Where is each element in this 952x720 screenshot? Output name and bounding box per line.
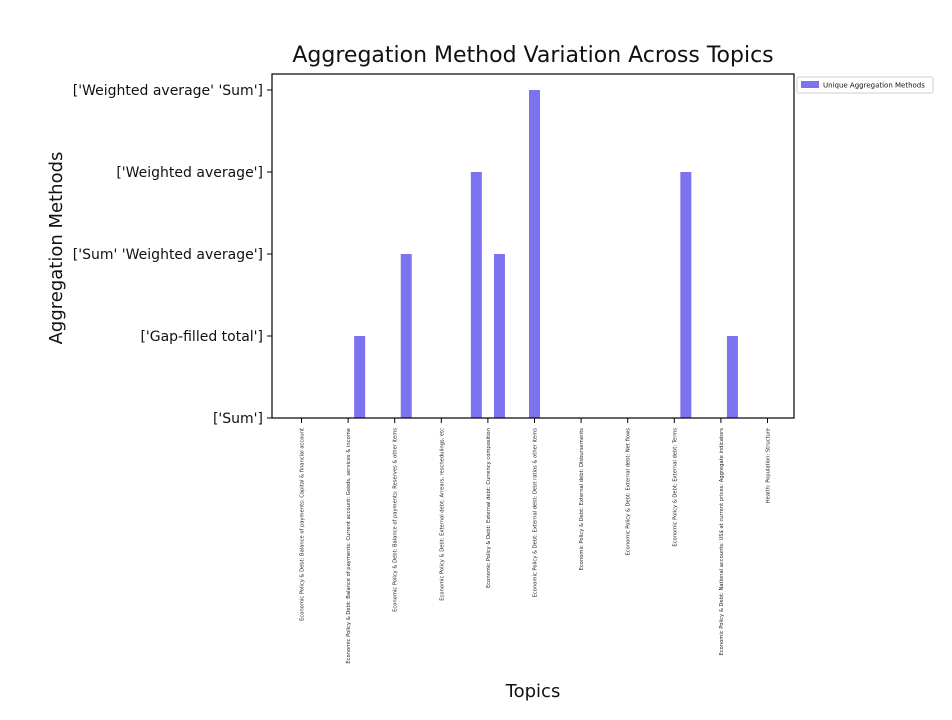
bar — [493, 254, 505, 418]
legend-label: Unique Aggregation Methods — [823, 82, 925, 90]
legend-swatch — [801, 81, 819, 88]
x-tick-label: Health: Population: Structure — [766, 428, 772, 503]
chart-title: Aggregation Method Variation Across Topi… — [292, 43, 773, 68]
bar — [400, 254, 412, 418]
x-axis-label: Topics — [505, 681, 561, 702]
y-tick-label: ['Weighted average'] — [116, 165, 263, 181]
x-tick-label: Economic Policy & Debt: National account… — [719, 428, 725, 656]
x-tick-label: Economic Policy & Debt: External debt: T… — [672, 428, 678, 547]
x-tick-label: Economic Policy & Debt: External debt: C… — [486, 428, 492, 588]
bar — [354, 336, 366, 418]
bar — [470, 172, 482, 418]
bar — [726, 336, 738, 418]
x-tick-label: Economic Policy & Debt: External debt: N… — [626, 428, 632, 556]
plot-area-frame — [271, 73, 795, 419]
x-tick-label: Economic Policy & Debt: External debt: D… — [579, 428, 585, 571]
x-tick-labels: Economic Policy & Debt: Balance of payme… — [300, 418, 772, 664]
x-tick-label: Economic Policy & Debt: External debt: D… — [533, 428, 539, 598]
x-tick-label: Economic Policy & Debt: Balance of payme… — [346, 428, 352, 664]
legend: Unique Aggregation Methods — [796, 76, 934, 94]
bar — [680, 172, 692, 418]
x-tick-label: Economic Policy & Debt: Balance of payme… — [300, 428, 306, 621]
x-tick-label: Economic Policy & Debt: Balance of payme… — [393, 428, 399, 612]
y-tick-label: ['Gap-filled total'] — [140, 329, 263, 345]
y-tick-label: ['Sum'] — [213, 411, 263, 427]
bars — [354, 90, 738, 418]
bar — [529, 90, 540, 418]
y-tick-labels: ['Sum'] ['Gap-filled total'] ['Sum' 'Weigh… — [73, 83, 272, 427]
y-tick-label: ['Weighted average' 'Sum'] — [73, 83, 263, 99]
legend-box — [796, 76, 934, 94]
x-tick-label: Economic Policy & Debt: External debt: A… — [439, 428, 445, 601]
y-axis-label: Aggregation Methods — [46, 152, 67, 345]
y-tick-label: ['Sum' 'Weighted average'] — [73, 247, 263, 263]
